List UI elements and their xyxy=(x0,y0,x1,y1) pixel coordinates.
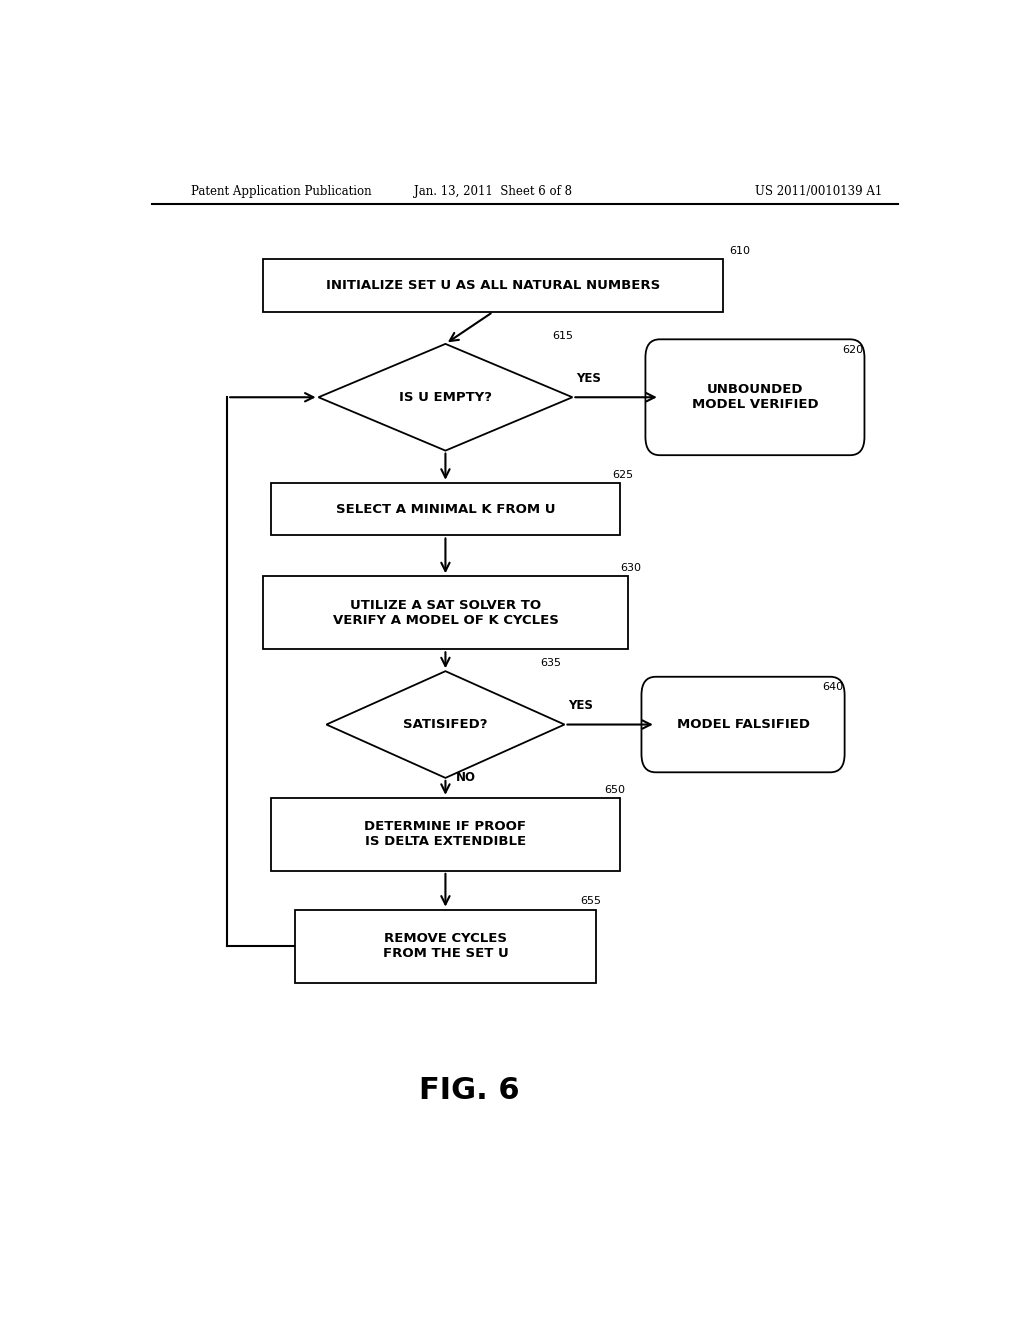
Text: SATISIFED?: SATISIFED? xyxy=(403,718,487,731)
Polygon shape xyxy=(318,345,572,450)
Text: SELECT A MINIMAL K FROM U: SELECT A MINIMAL K FROM U xyxy=(336,503,555,516)
FancyBboxPatch shape xyxy=(641,677,845,772)
Text: INITIALIZE SET U AS ALL NATURAL NUMBERS: INITIALIZE SET U AS ALL NATURAL NUMBERS xyxy=(326,279,660,292)
FancyBboxPatch shape xyxy=(295,909,596,982)
Text: UNBOUNDED
MODEL VERIFIED: UNBOUNDED MODEL VERIFIED xyxy=(691,383,818,412)
Text: 625: 625 xyxy=(612,470,633,479)
Text: 610: 610 xyxy=(729,246,751,256)
Text: NO: NO xyxy=(456,771,476,784)
Text: YES: YES xyxy=(577,372,601,385)
FancyBboxPatch shape xyxy=(645,339,864,455)
Text: 650: 650 xyxy=(604,784,626,795)
FancyBboxPatch shape xyxy=(263,259,723,312)
Polygon shape xyxy=(327,671,564,777)
Text: YES: YES xyxy=(568,700,593,713)
FancyBboxPatch shape xyxy=(270,797,620,871)
Text: FIG. 6: FIG. 6 xyxy=(419,1076,519,1105)
Text: 630: 630 xyxy=(620,564,641,573)
Text: Patent Application Publication: Patent Application Publication xyxy=(191,185,372,198)
Text: 615: 615 xyxy=(553,331,573,341)
Text: 655: 655 xyxy=(581,896,601,907)
FancyBboxPatch shape xyxy=(270,483,620,536)
Text: DETERMINE IF PROOF
IS DELTA EXTENDIBLE: DETERMINE IF PROOF IS DELTA EXTENDIBLE xyxy=(365,820,526,849)
Text: Jan. 13, 2011  Sheet 6 of 8: Jan. 13, 2011 Sheet 6 of 8 xyxy=(414,185,572,198)
Text: MODEL FALSIFIED: MODEL FALSIFIED xyxy=(677,718,810,731)
Text: 635: 635 xyxy=(541,659,562,668)
Text: UTILIZE A SAT SOLVER TO
VERIFY A MODEL OF K CYCLES: UTILIZE A SAT SOLVER TO VERIFY A MODEL O… xyxy=(333,599,558,627)
Text: 640: 640 xyxy=(822,682,844,692)
Text: US 2011/0010139 A1: US 2011/0010139 A1 xyxy=(755,185,882,198)
FancyBboxPatch shape xyxy=(263,576,628,649)
Text: 620: 620 xyxy=(842,345,863,355)
Text: IS U EMPTY?: IS U EMPTY? xyxy=(399,391,492,404)
Text: REMOVE CYCLES
FROM THE SET U: REMOVE CYCLES FROM THE SET U xyxy=(383,932,508,960)
